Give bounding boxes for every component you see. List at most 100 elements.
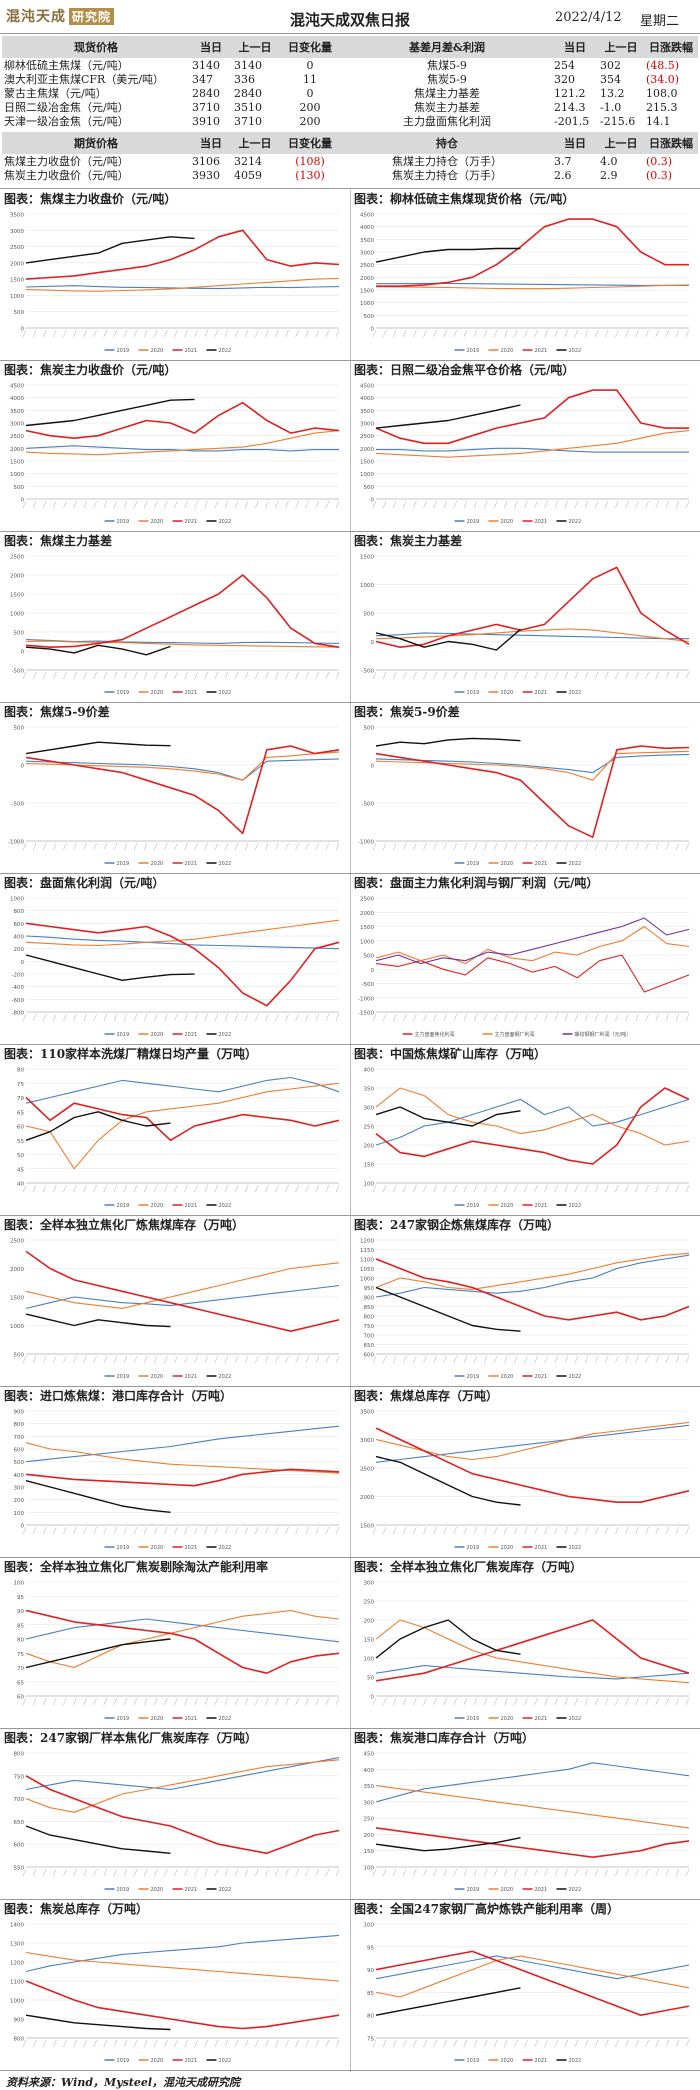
table-row: 蒙古主焦煤（元/吨） 2840 2840 0 焦煤主力基差 121.2 13.2 108.0 <box>2 86 698 100</box>
y-tick-label: 50 <box>17 1153 24 1159</box>
x-tick-mark <box>473 1868 478 1877</box>
legend-label: 2020 <box>151 1032 164 1038</box>
x-tick-mark <box>554 2039 558 2048</box>
x-tick-mark <box>483 1013 488 1022</box>
chart-panel: 图表：焦煤主力收盘价（元/吨） 0 500 1000 1500 2000 2500 3000 3… <box>0 190 350 362</box>
y-tick-label: 70 <box>17 1666 24 1672</box>
value-cell: 200 <box>299 100 321 114</box>
series-line-0 <box>25 758 340 781</box>
y-tick-label: 100 <box>364 1923 375 1929</box>
value-cell: (0.3) <box>646 154 673 168</box>
y-tick-label: 55 <box>17 1139 24 1145</box>
value-cell: 3510 <box>234 100 262 114</box>
series-line-2 <box>25 922 340 1007</box>
x-tick-mark <box>113 1184 118 1193</box>
x-tick-mark <box>244 1013 249 1022</box>
x-tick-mark <box>645 329 649 338</box>
x-tick-mark <box>493 1355 498 1364</box>
x-tick-mark <box>234 329 239 338</box>
legend-label: 2019 <box>467 348 480 354</box>
x-tick-mark <box>254 671 259 680</box>
x-tick-mark <box>123 1526 128 1535</box>
x-tick-mark <box>63 1697 67 1706</box>
x-tick-mark <box>463 671 468 680</box>
x-tick-mark <box>514 329 518 338</box>
row-divider <box>0 1899 700 1900</box>
y-tick-label: 500 <box>364 612 375 618</box>
x-tick-mark <box>392 329 397 338</box>
value-cell: 3140 <box>234 58 262 72</box>
y-tick-label: 4000 <box>360 396 374 402</box>
x-tick-mark <box>305 1868 309 1877</box>
y-tick-label: 60 <box>17 1695 24 1701</box>
y-tick-label: 75 <box>367 2037 374 2043</box>
x-tick-mark <box>392 842 397 851</box>
x-tick-mark <box>295 1697 299 1706</box>
x-tick-mark <box>32 1013 37 1022</box>
y-tick-label: 90 <box>17 1609 24 1615</box>
x-tick-mark <box>514 1526 518 1535</box>
chart-title: 图表：进口炼焦煤：港口库存合计（万吨） <box>4 1389 233 1403</box>
x-tick-mark <box>433 1184 437 1193</box>
x-tick-mark <box>665 1868 670 1877</box>
x-tick-mark <box>514 1184 518 1193</box>
series-line-3 <box>375 1106 521 1127</box>
x-tick-mark <box>463 329 468 338</box>
series-line-0 <box>376 447 689 453</box>
x-tick-mark <box>305 1526 309 1535</box>
y-tick-label: -1500 <box>358 1011 374 1017</box>
x-tick-mark <box>143 1013 148 1022</box>
x-tick-mark <box>584 1013 589 1022</box>
chart-panel: 图表：247家钢厂样本焦化厂焦炭库存（万吨） 550 600 650 700 750 800… <box>0 1729 350 1901</box>
chart-title: 图表：日照二级冶金焦平仓价格（元/吨） <box>354 363 575 377</box>
legend-label: 2020 <box>501 1716 514 1722</box>
legend-label: 2019 <box>467 861 480 867</box>
x-tick-mark <box>103 329 108 338</box>
chart-panel: 图表：焦炭5-9价差 -1000 -500 0 500 2019 2020 2021 2022 <box>350 703 700 875</box>
x-tick-mark <box>113 1697 118 1706</box>
x-tick-mark <box>133 2039 138 2048</box>
report-title: 混沌天成双焦日报 <box>290 11 411 29</box>
x-tick-mark <box>325 671 330 680</box>
x-tick-mark <box>372 1013 377 1022</box>
chart-svg: -500 0 500 1000 1500 2000 2500 2019 2020 2021 2022 <box>10 555 340 696</box>
x-tick-mark <box>392 1526 397 1535</box>
legend-label: 2020 <box>501 1374 514 1380</box>
header-cell: 当日 <box>190 132 232 154</box>
x-tick-mark <box>463 1526 468 1535</box>
legend-label: 主力盘面钢厂利润 <box>495 1031 535 1038</box>
x-tick-mark <box>234 500 239 509</box>
x-tick-mark <box>103 2039 108 2048</box>
x-tick-mark <box>544 1868 548 1877</box>
x-tick-mark <box>224 500 229 509</box>
value-cell: 0 <box>306 58 314 72</box>
y-tick-label: 1200 <box>360 1239 374 1245</box>
legend-label: 2022 <box>219 348 232 354</box>
y-tick-label: 0 <box>21 764 25 770</box>
x-tick-mark <box>22 1526 27 1535</box>
y-tick-label: 100 <box>14 1511 25 1517</box>
x-tick-mark <box>453 500 458 509</box>
x-tick-mark <box>184 1355 188 1364</box>
x-tick-mark <box>453 1697 458 1706</box>
y-tick-label: 50 <box>367 1676 374 1682</box>
x-tick-mark <box>133 329 138 338</box>
x-tick-mark <box>504 500 508 509</box>
x-tick-mark <box>254 1013 259 1022</box>
x-tick-mark <box>174 500 178 509</box>
series-line-1 <box>25 430 340 456</box>
series-line-2 <box>375 566 690 648</box>
x-tick-mark <box>473 329 478 338</box>
x-tick-mark <box>403 1697 407 1706</box>
series-line-1 <box>375 1955 690 1998</box>
x-tick-mark <box>42 1013 47 1022</box>
y-tick-label: 0 <box>371 327 375 333</box>
x-tick-mark <box>133 1697 138 1706</box>
x-tick-mark <box>154 1697 158 1706</box>
legend-label: 2021 <box>535 2058 548 2064</box>
x-tick-mark <box>453 329 458 338</box>
logo-tag: 研究院 <box>69 8 115 25</box>
y-tick-label: 1000 <box>360 1277 374 1283</box>
x-tick-mark <box>73 500 77 509</box>
x-tick-mark <box>275 500 279 509</box>
